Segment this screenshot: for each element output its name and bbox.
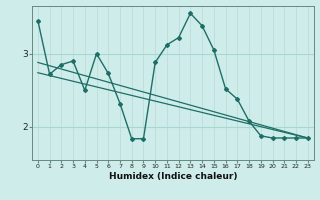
X-axis label: Humidex (Indice chaleur): Humidex (Indice chaleur) [108, 172, 237, 181]
